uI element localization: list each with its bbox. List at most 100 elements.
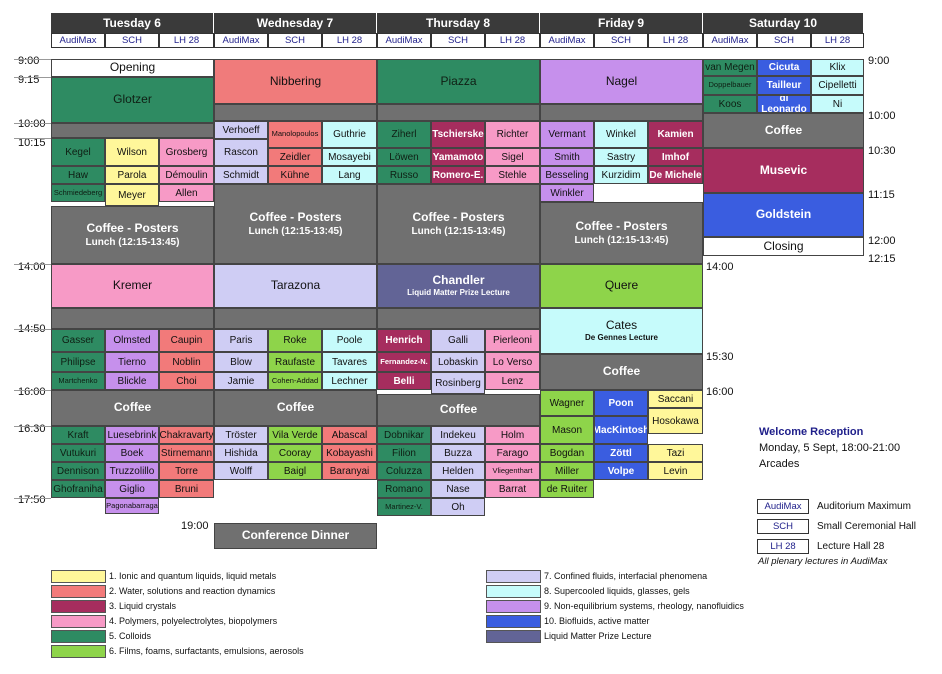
session-truzzolillo[interactable]: Truzzolillo (105, 462, 159, 480)
session-poon[interactable]: Poon (594, 390, 648, 416)
session-holm[interactable]: Holm (485, 426, 540, 444)
session-olmsted[interactable]: Olmsted (105, 329, 159, 352)
session-schmiedeberg[interactable]: Schmiedeberg (51, 184, 105, 202)
session-ni[interactable]: Ni (811, 95, 864, 113)
session-cipelletti[interactable]: Cipelletti (811, 76, 864, 95)
session-vliegenthart[interactable]: Vliegenthart (485, 462, 540, 480)
session-zeidler[interactable]: Zeidler (268, 148, 322, 166)
session-vermant[interactable]: Vermant (540, 121, 594, 148)
session-di-leonardo[interactable]: di Leonardo (757, 95, 811, 113)
session-cooray[interactable]: Cooray (268, 444, 322, 462)
session-de-michele[interactable]: De Michele (648, 166, 703, 184)
session-belli[interactable]: Belli (377, 372, 431, 390)
session-raufaste[interactable]: Raufaste (268, 352, 322, 372)
session-goldstein[interactable]: Goldstein (703, 193, 864, 237)
session-musevic[interactable]: Musevic (703, 148, 864, 193)
session-hosokawa[interactable]: Hosokawa (648, 408, 703, 434)
session-quere[interactable]: Quere (540, 264, 703, 308)
session-lechner[interactable]: Lechner (322, 372, 377, 390)
session-chakravarty[interactable]: Chakravarty (159, 426, 214, 444)
session-blow[interactable]: Blow (214, 352, 268, 372)
session-smith[interactable]: Smith (540, 148, 594, 166)
session-allen[interactable]: Allen (159, 184, 214, 202)
session-saccani[interactable]: Saccani (648, 390, 703, 408)
session-chandler[interactable]: Chandler Liquid Matter Prize Lecture (377, 264, 540, 308)
break-slot[interactable] (214, 104, 377, 121)
session-kegel[interactable]: Kegel (51, 138, 105, 166)
session-demoulin[interactable]: Démoulin (159, 166, 214, 184)
session-parola[interactable]: Parola (105, 166, 159, 184)
session-buzza[interactable]: Buzza (431, 444, 485, 462)
session-conference-dinner[interactable]: Conference Dinner (214, 523, 377, 549)
session-jamie[interactable]: Jamie (214, 372, 268, 390)
session-caupin[interactable]: Caupin (159, 329, 214, 352)
session-oh[interactable]: Oh (431, 498, 485, 516)
session-winkler[interactable]: Winkler (540, 184, 594, 202)
session-richter[interactable]: Richter (485, 121, 540, 148)
session-baigl[interactable]: Baigl (268, 462, 322, 480)
session-coffee[interactable]: Coffee (377, 394, 540, 426)
session-paris[interactable]: Paris (214, 329, 268, 352)
session-mason[interactable]: Mason (540, 416, 594, 444)
session-cicuta[interactable]: Cicuta (757, 59, 811, 76)
session-kuhne[interactable]: Kühne (268, 166, 322, 184)
session-roke[interactable]: Roke (268, 329, 322, 352)
session-dobnikar[interactable]: Dobnikar (377, 426, 431, 444)
session-hishida[interactable]: Hishida (214, 444, 268, 462)
session-lobaskin[interactable]: Lobaskin (431, 352, 485, 372)
session-russo[interactable]: Russo (377, 166, 431, 184)
session-stirnemann[interactable]: Stirnemann (159, 444, 214, 462)
break-slot[interactable] (51, 308, 214, 329)
session-de-ruiter[interactable]: de Ruiter (540, 480, 594, 498)
session-troster[interactable]: Tröster (214, 426, 268, 444)
session-choi[interactable]: Choi (159, 372, 214, 390)
session-lang[interactable]: Lang (322, 166, 377, 184)
session-filion[interactable]: Filion (377, 444, 431, 462)
session-closing[interactable]: Closing (703, 237, 864, 256)
break-slot[interactable] (377, 308, 540, 329)
session-wolff[interactable]: Wolff (214, 462, 268, 480)
session-rascon[interactable]: Rascon (214, 139, 268, 166)
session-ziherl[interactable]: Ziherl (377, 121, 431, 148)
session-farago[interactable]: Farago (485, 444, 540, 462)
session-schmidt[interactable]: Schmidt (214, 166, 268, 184)
session-nibbering[interactable]: Nibbering (214, 59, 377, 104)
session-wagner[interactable]: Wagner (540, 390, 594, 416)
session-mackintosh[interactable]: MacKintosh (594, 416, 648, 444)
session-nagel[interactable]: Nagel (540, 59, 703, 104)
session-giglio[interactable]: Giglio (105, 480, 159, 498)
session-doppelbauer[interactable]: Doppelbauer (703, 76, 757, 95)
session-sigel[interactable]: Sigel (485, 148, 540, 166)
session-guthrie[interactable]: Guthrie (322, 121, 377, 148)
break-slot[interactable] (377, 104, 540, 121)
session-lenz[interactable]: Lenz (485, 372, 540, 390)
session-rosinberg[interactable]: Rosinberg (431, 372, 485, 394)
session-lowen[interactable]: Löwen (377, 148, 431, 166)
session-baranyai[interactable]: Baranyai (322, 462, 377, 480)
session-coffee-posters[interactable]: Coffee - Posters Lunch (12:15-13:45) (51, 206, 214, 264)
session-stehle[interactable]: Stehle (485, 166, 540, 184)
session-romero-e[interactable]: Romero-E. (431, 166, 485, 184)
session-wilson[interactable]: Wilson (105, 138, 159, 166)
session-martchenko[interactable]: Martchenko (51, 372, 105, 390)
session-tazi[interactable]: Tazi (648, 444, 703, 462)
session-van-megen[interactable]: van Megen (703, 59, 757, 76)
session-vila-verde[interactable]: Vila Verde (268, 426, 322, 444)
session-bogdan[interactable]: Bogdan (540, 444, 594, 462)
session-tierno[interactable]: Tierno (105, 352, 159, 372)
session-gasser[interactable]: Gasser (51, 329, 105, 352)
session-kurzidim[interactable]: Kurzidim (594, 166, 648, 184)
session-romano[interactable]: Romano (377, 480, 431, 498)
session-noblin[interactable]: Noblin (159, 352, 214, 372)
session-kobayashi[interactable]: Kobayashi (322, 444, 377, 462)
session-tschierske[interactable]: Tschierske (431, 121, 485, 148)
session-imhof[interactable]: Imhof (648, 148, 703, 166)
session-blickle[interactable]: Blickle (105, 372, 159, 390)
session-nase[interactable]: Nase (431, 480, 485, 498)
session-pagonabarraga[interactable]: Pagonabarraga (105, 498, 159, 514)
session-opening[interactable]: Opening (51, 59, 214, 77)
session-poole[interactable]: Poole (322, 329, 377, 352)
session-vutukuri[interactable]: Vutukuri (51, 444, 105, 462)
session-lo-verso[interactable]: Lo Verso (485, 352, 540, 372)
session-philipse[interactable]: Philipse (51, 352, 105, 372)
